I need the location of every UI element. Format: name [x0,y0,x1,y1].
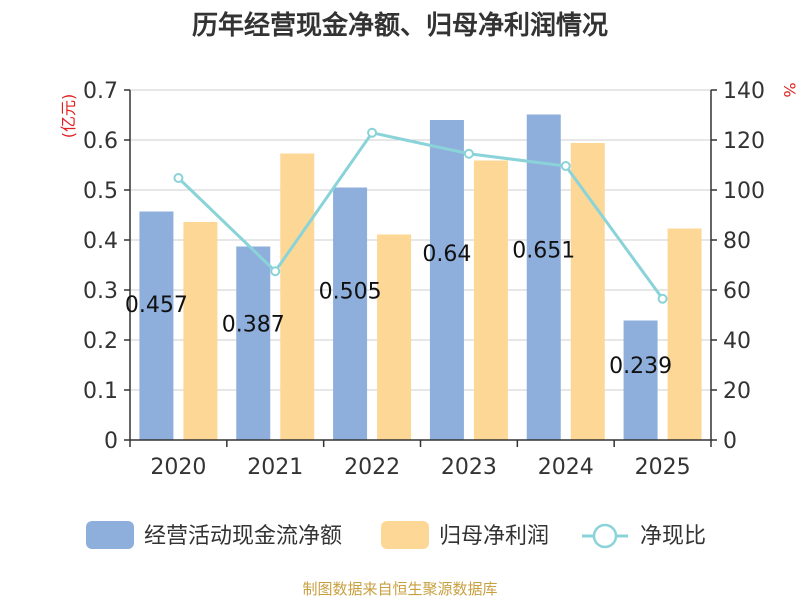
left-tick-label: 0.5 [83,179,118,204]
ratio-point-2022 [367,127,378,138]
left-tick-label: 0.6 [83,129,118,154]
legend-label-ratio: 净现比 [640,524,706,549]
bar-profit-2021 [280,153,315,440]
data-label-cashflow-2022: 0.505 [319,280,382,305]
ratio-line-series [173,127,668,304]
right-tick-label: 20 [723,379,751,404]
bar-cashflow-2024 [526,114,561,440]
data-label-cashflow-2025: 0.239 [609,354,672,379]
data-label-cashflow-2023: 0.64 [422,242,471,267]
right-tick-label: 140 [723,79,765,104]
left-tick-label: 0.3 [83,279,118,304]
right-tick-label: 40 [723,329,751,354]
x-tick-label: 2021 [247,455,303,480]
left-axis-unit: (亿元) [59,94,78,139]
data-labels: 0.457 0.387 0.505 0.64 0.651 0.239 [125,239,672,379]
legend-label-profit: 归母净利润 [439,524,549,549]
bar-cashflow-2023 [429,120,464,440]
x-tick-label: 2025 [635,455,691,480]
right-tick-label: 100 [723,179,765,204]
bar-series [139,114,702,440]
data-label-cashflow-2020: 0.457 [125,293,188,318]
right-tick-label: 0 [723,429,737,454]
x-tick-label: 2023 [441,455,497,480]
left-tick-label: 0.4 [83,229,118,254]
bar-cashflow-2021 [236,246,271,440]
legend-marker-ratio [592,523,618,549]
ratio-point-2025 [657,293,668,304]
bar-profit-2020 [183,222,218,440]
source-note: 制图数据来自恒生聚源数据库 [302,580,497,598]
right-tick-label: 120 [723,129,765,154]
legend-label-cashflow: 经营活动现金流净额 [144,524,342,549]
axes: 0 0.1 0.2 0.3 0.4 0.5 0.6 0.7 0 20 40 60 80 100 120 140… [83,79,765,480]
bar-profit-2024 [570,143,605,440]
legend-swatch-profit [381,521,429,549]
legend-swatch-cashflow [86,521,134,549]
chart-title: 历年经营现金净额、归母净利润情况 [192,10,608,41]
bar-profit-2023 [473,160,508,440]
data-label-cashflow-2021: 0.387 [222,313,285,338]
ratio-line [177,131,664,300]
right-tick-label: 80 [723,229,751,254]
ratio-point-2021 [270,266,281,277]
gridlines [130,89,711,391]
data-label-cashflow-2024: 0.651 [512,239,575,264]
bar-profit-2025 [667,228,702,440]
left-tick-label: 0.2 [83,329,118,354]
ratio-point-2020 [173,173,184,183]
x-tick-label: 2024 [538,455,594,480]
x-tick-label: 2022 [344,455,400,480]
bar-cashflow-2025 [623,320,658,440]
x-tick-label: 2020 [150,455,206,480]
bar-cashflow-2022 [333,187,368,440]
ratio-point-2024 [560,161,571,171]
left-tick-label: 0 [104,429,118,454]
legend: 经营活动现金流净额 归母净利润 净现比 [86,521,706,549]
left-tick-label: 0.7 [83,79,118,104]
right-axis-unit: % [780,82,799,97]
bar-cashflow-2020 [139,211,174,440]
left-tick-label: 0.1 [83,379,118,404]
ratio-point-2023 [463,148,474,159]
bar-profit-2022 [377,234,412,440]
right-tick-label: 60 [723,279,751,304]
